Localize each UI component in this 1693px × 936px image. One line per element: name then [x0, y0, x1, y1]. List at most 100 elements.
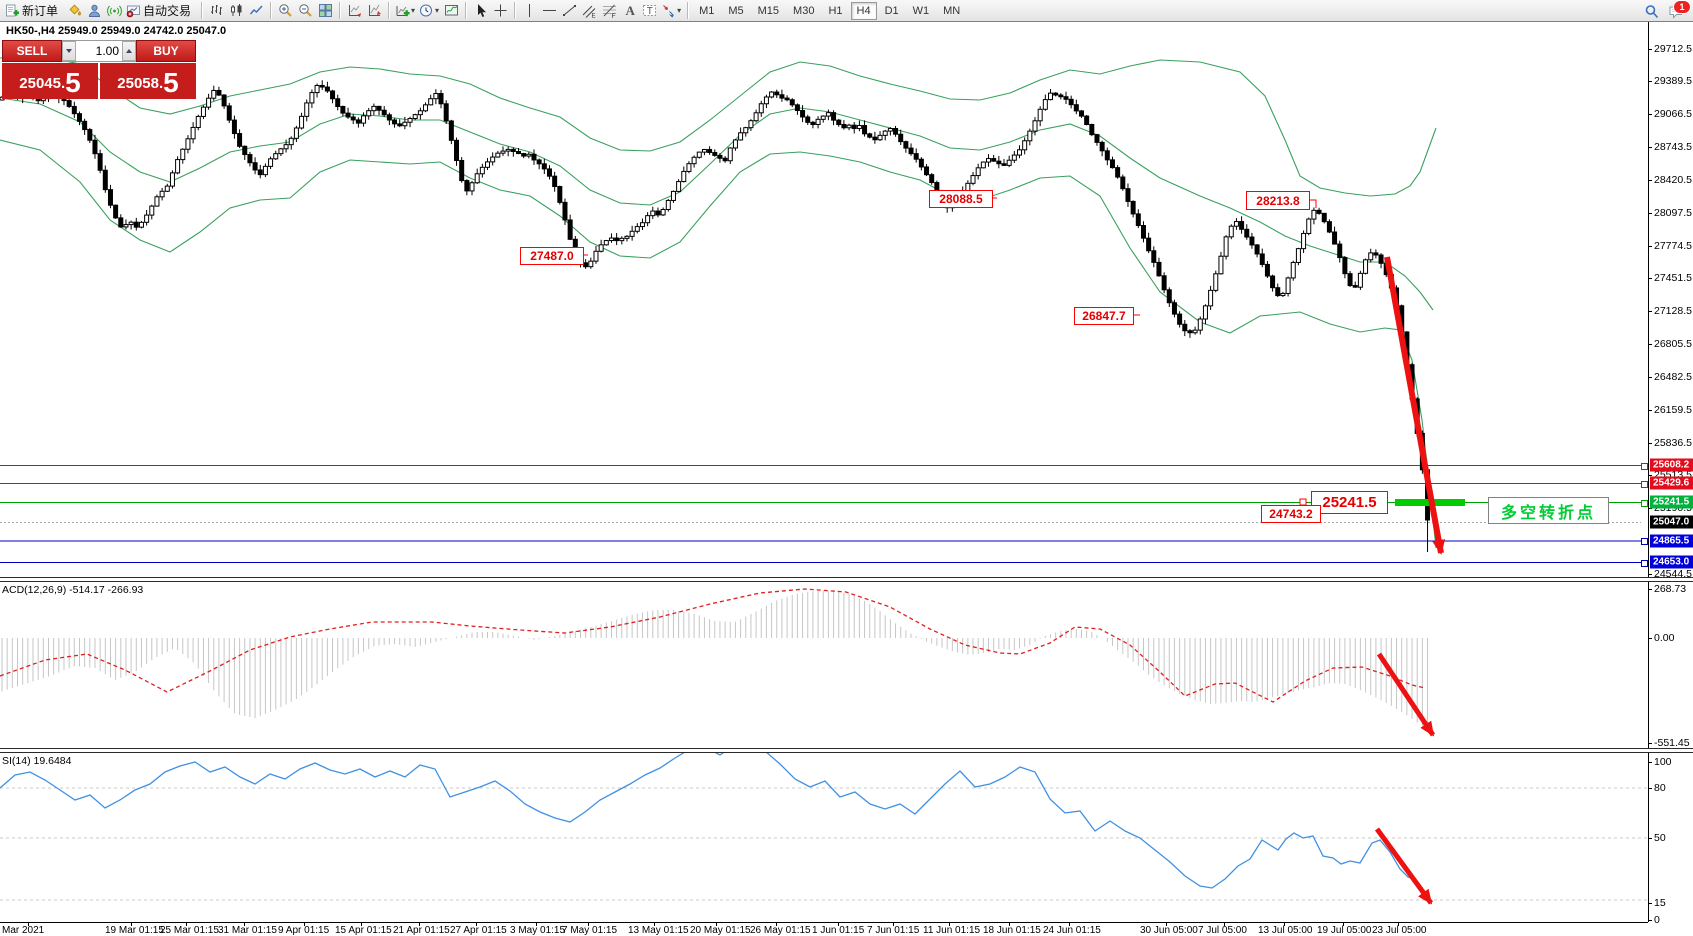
- time-tick-mark: [419, 923, 420, 926]
- toolbar-chat-button[interactable]: 1: [1663, 0, 1691, 21]
- toolbar-candle-chart-button[interactable]: [226, 1, 246, 21]
- toolbar-cursor-button[interactable]: [470, 1, 490, 21]
- timeframe-h4-button[interactable]: H4: [850, 1, 877, 20]
- time-tick-mark: [131, 923, 132, 926]
- notification-badge: 1: [1673, 0, 1691, 14]
- sell-price[interactable]: 25045. 5: [2, 63, 98, 99]
- toolbar-horizontal-line-button[interactable]: [539, 1, 559, 21]
- toolbar-crosshair-button[interactable]: [490, 1, 510, 21]
- price-tick-label: 26805.5: [1654, 338, 1692, 350]
- toolbar-new-chart-button[interactable]: ▾: [393, 1, 417, 21]
- quantity-input[interactable]: [76, 41, 122, 61]
- timeframe-mn-button[interactable]: MN: [937, 2, 966, 20]
- caret-down-icon: ▾: [435, 6, 440, 15]
- toolbar-signals-button[interactable]: [104, 1, 124, 21]
- red-trend-arrow[interactable]: [1376, 652, 1436, 737]
- axis-tick-mark: [1649, 180, 1652, 181]
- buy-button[interactable]: BUY: [136, 40, 196, 62]
- turning-point-annotation[interactable]: 多空转折点: [1488, 497, 1609, 524]
- axis-tick-mark: [1649, 788, 1652, 789]
- toolbar-text-label-button[interactable]: T: [639, 1, 659, 21]
- toolbar-profile-button[interactable]: [84, 1, 104, 21]
- time-tick-label: 7 Jul 05:00: [1198, 925, 1247, 936]
- toolbar-vertical-line-button[interactable]: [519, 1, 539, 21]
- axis-tick-mark: [1649, 762, 1652, 763]
- price-callout-label: 28088.5: [929, 190, 993, 208]
- toolbar-text-button[interactable]: A: [619, 1, 639, 21]
- quantity-decrease-button[interactable]: [62, 41, 76, 61]
- buy-price[interactable]: 25058. 5: [100, 63, 196, 99]
- rsi-tick-label: 50: [1654, 832, 1666, 844]
- time-tick-mark: [304, 923, 305, 926]
- time-tick-label: 26 May 01:15: [750, 925, 811, 936]
- toolbar-auto-trading-button[interactable]: 自动交易: [124, 1, 197, 21]
- sell-price-sep: .: [60, 75, 66, 92]
- toolbar-zoom-out-button[interactable]: [295, 1, 315, 21]
- red-trend-arrow[interactable]: [1384, 256, 1446, 555]
- toolbar-indicators-button[interactable]: [441, 1, 461, 21]
- toolbar-periods-button[interactable]: ▾: [417, 1, 441, 21]
- quantity-increase-button[interactable]: [122, 41, 136, 61]
- indicators-icon: [444, 3, 459, 18]
- macd-tick-label: 268.73: [1654, 583, 1687, 595]
- time-tick-mark: [186, 923, 187, 926]
- panel-separator-rsi[interactable]: [0, 748, 1693, 753]
- time-tick-label: 27 Apr 01:15: [450, 925, 507, 936]
- timeframe-w1-button[interactable]: W1: [907, 2, 936, 20]
- panel-separator-macd[interactable]: [0, 577, 1693, 582]
- svg-text:E: E: [591, 14, 595, 19]
- toolbar-new-order-button[interactable]: 新订单: [3, 1, 64, 21]
- callout-leaders: [582, 197, 1325, 514]
- time-tick-mark: [1166, 923, 1167, 926]
- axis-tick-mark: [1649, 49, 1652, 50]
- price-badge: 25047.0: [1650, 515, 1693, 529]
- vertical-line-icon: [522, 3, 537, 18]
- axis-tick-mark: [1649, 508, 1652, 509]
- toolbar-line-chart-button[interactable]: [246, 1, 266, 21]
- macd-signal-line: [0, 588, 1426, 703]
- timeframe-m5-button[interactable]: M5: [722, 2, 749, 20]
- timeframe-h1-button[interactable]: H1: [822, 2, 848, 20]
- toolbar-channel-button[interactable]: E: [579, 1, 599, 21]
- toolbar-trend-line-button[interactable]: [559, 1, 579, 21]
- horizontal-level-lines[interactable]: [0, 465, 1641, 563]
- auto-trading-label: 自动交易: [143, 4, 192, 18]
- axis-tick-mark: [1649, 114, 1652, 115]
- sell-button[interactable]: SELL: [2, 40, 62, 62]
- timeframe-m1-button[interactable]: M1: [693, 2, 720, 20]
- axis-tick-mark: [1649, 443, 1652, 444]
- bollinger-bands: [0, 55, 1437, 549]
- toolbar-fibonacci-button[interactable]: F: [599, 1, 619, 21]
- time-tick-label: 13 Jul 05:00: [1258, 925, 1313, 936]
- toolbar-search-button[interactable]: [1639, 1, 1663, 21]
- time-tick-label: 18 Jun 01:15: [983, 925, 1041, 936]
- time-tick-label: 21 Apr 01:15: [393, 925, 450, 936]
- time-tick-mark: [716, 923, 717, 926]
- macd-indicator-panel[interactable]: [0, 582, 1648, 748]
- rsi-indicator-panel[interactable]: [0, 753, 1648, 922]
- time-tick-mark: [1009, 923, 1010, 926]
- toolbar-profiles-button[interactable]: [344, 1, 364, 21]
- main-price-chart[interactable]: [0, 22, 1648, 578]
- toolbar-styler-button[interactable]: [64, 1, 84, 21]
- toolbar-arrows-button[interactable]: ▾: [659, 1, 683, 21]
- red-trend-arrow[interactable]: [1374, 827, 1434, 905]
- rsi-tick-label: 15: [1654, 897, 1666, 909]
- search-icon: [1644, 4, 1659, 19]
- toolbar-bar-chart-button[interactable]: [206, 1, 226, 21]
- timeframe-m30-button[interactable]: M30: [787, 2, 820, 20]
- toolbar-profiles-next-button[interactable]: [364, 1, 384, 21]
- time-tick-mark: [476, 923, 477, 926]
- axis-tick-mark: [1649, 743, 1652, 744]
- timeframe-m15-button[interactable]: M15: [752, 2, 785, 20]
- axis-tick-mark: [1649, 838, 1652, 839]
- toolbar-tile-windows-button[interactable]: [315, 1, 335, 21]
- price-tick-label: 26159.5: [1654, 404, 1692, 416]
- rsi-line: [0, 753, 1422, 890]
- toolbar-zoom-in-button[interactable]: [275, 1, 295, 21]
- time-tick-mark: [28, 923, 29, 926]
- timeframe-d1-button[interactable]: D1: [879, 2, 905, 20]
- candlesticks: [0, 80, 1431, 552]
- time-tick-mark: [1343, 923, 1344, 926]
